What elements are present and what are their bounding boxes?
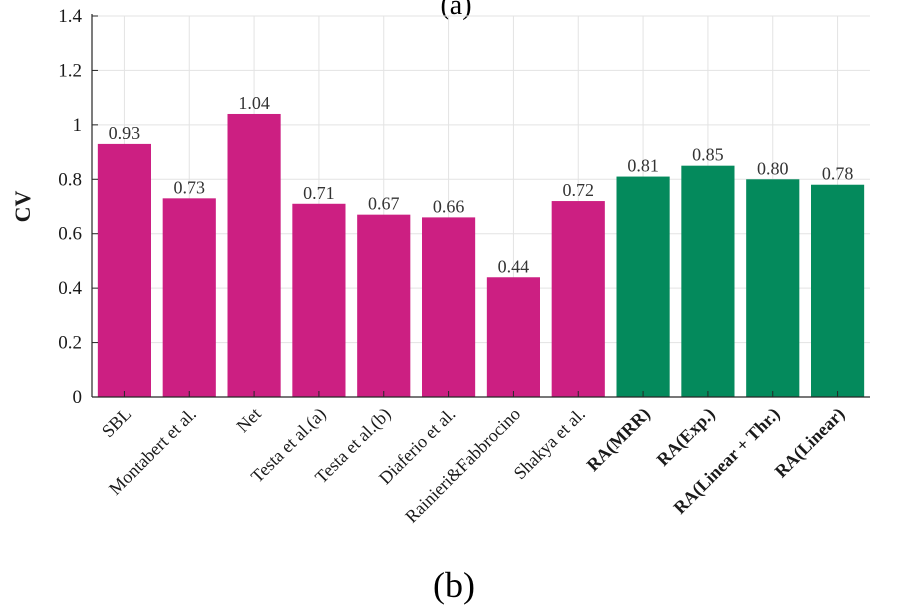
x-category-label-11: RA(Linear)	[771, 404, 849, 482]
value-label-2: 1.04	[238, 93, 270, 113]
value-label-5: 0.66	[433, 196, 465, 216]
value-label-6: 0.44	[498, 256, 530, 276]
value-label-3: 0.71	[303, 183, 335, 203]
value-label-11: 0.78	[822, 164, 854, 184]
y-tick-label-5: 1	[73, 115, 83, 136]
y-tick-label-4: 0.8	[58, 169, 82, 190]
value-label-8: 0.81	[627, 156, 659, 176]
value-label-10: 0.80	[757, 158, 789, 178]
value-label-0: 0.93	[109, 123, 141, 143]
y-axis-label: CV	[10, 191, 35, 223]
bar-3	[292, 203, 346, 397]
x-category-label-2: Net	[232, 404, 265, 437]
y-tick-label-6: 1.2	[58, 60, 82, 81]
y-tick-label-2: 0.4	[58, 278, 82, 299]
bar-9	[681, 165, 735, 397]
value-label-9: 0.85	[692, 145, 724, 165]
x-category-label-0: SBL	[98, 404, 135, 441]
bar-11	[811, 184, 865, 397]
bar-6	[486, 277, 540, 397]
bar-4	[357, 214, 411, 397]
y-tick-label-1: 0.2	[58, 333, 82, 354]
y-tick-labels: 0 0.2 0.4 0.6 0.8 1 1.2 1.4	[58, 6, 82, 408]
cv-bar-chart: (a) 00.20.40.60.811.21.4 0.930.731.040.7…	[10, 0, 870, 527]
figure-caption: (b)	[433, 565, 475, 605]
y-tick-label-7: 1.4	[58, 6, 82, 27]
y-tick-label-3: 0.6	[58, 224, 82, 245]
axes	[91, 14, 870, 398]
value-label-4: 0.67	[368, 194, 400, 214]
top-caption-fragment: (a)	[440, 0, 471, 21]
value-label-7: 0.72	[563, 180, 595, 200]
bars	[97, 113, 865, 397]
value-labels: 0.93 0.73 1.04 0.71 0.67 0.66 0.44 0.72 0.81 0.85…	[109, 93, 854, 276]
bar-5	[422, 217, 476, 397]
bar-7	[551, 201, 605, 397]
y-tick-label-0: 0	[73, 387, 83, 408]
bar-2	[227, 113, 281, 397]
x-category-label-6: Rainieri&Fabbrocino	[401, 404, 524, 527]
bar-1	[162, 198, 216, 397]
x-category-label-8: RA(MRR)	[583, 404, 655, 476]
top-caption-fragment-text: (a)	[440, 0, 471, 21]
bar-10	[746, 179, 800, 397]
value-label-1: 0.73	[174, 177, 206, 197]
x-category-label-9: RA(Exp.)	[653, 404, 720, 471]
bar-0	[97, 143, 151, 397]
bar-8	[616, 176, 670, 397]
